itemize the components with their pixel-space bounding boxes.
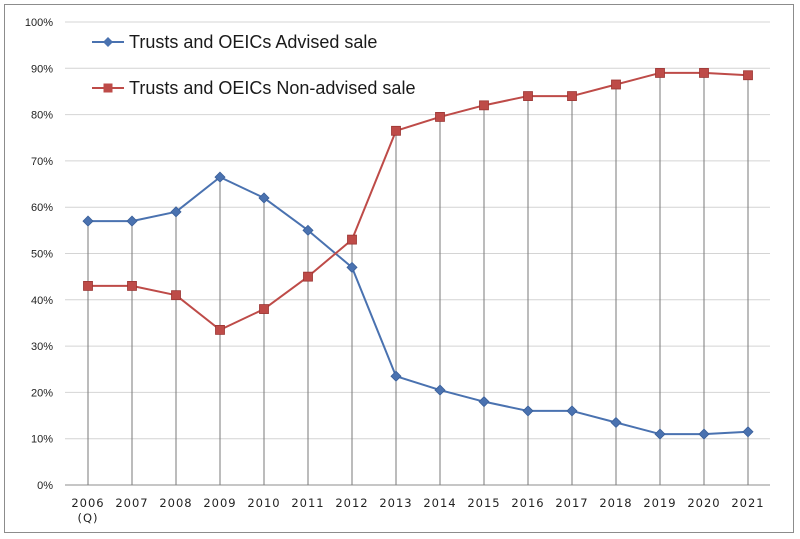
point-non-advised-2013 [391, 125, 401, 136]
x-tick-label: 2011 [291, 496, 324, 510]
point-advised-2009 [214, 171, 226, 183]
chart-frame [4, 4, 794, 533]
x-tick-label: 2016 [511, 496, 544, 510]
legend-advised-marker [103, 37, 113, 47]
series-line-0 [88, 176, 749, 436]
point-non-advised-2017 [567, 91, 577, 101]
point-non-advised-2021 [743, 70, 753, 81]
legend-entry-non-advised: Trusts and OEICs Non-advised sale [92, 78, 415, 98]
y-tick-label: 70% [31, 156, 53, 168]
point-advised-2017 [566, 405, 578, 417]
x-tick-label: 2008 [159, 496, 192, 510]
x-tick-label: 2018 [599, 496, 632, 510]
x-tick-label: 2015 [467, 496, 500, 510]
y-tick-label: 50% [31, 249, 53, 261]
point-advised-2021 [742, 426, 754, 438]
x-tick-label: 2013 [379, 496, 412, 510]
point-non-advised-2009 [215, 324, 225, 335]
point-non-advised-2016 [523, 91, 533, 101]
y-tick-label: 30% [31, 341, 53, 353]
point-non-advised-2006 [83, 281, 93, 291]
x-tick-label: 2019 [643, 496, 676, 510]
point-advised-2019 [654, 428, 666, 440]
vertical-drop-lines [87, 72, 749, 485]
x-tick-label: 2009 [203, 496, 236, 510]
point-advised-2014 [434, 384, 446, 396]
legend-non-advised-label: Trusts and OEICs Non-advised sale [129, 78, 415, 98]
y-tick-label: 40% [31, 295, 53, 307]
y-tick-label: 20% [31, 387, 53, 399]
point-advised-2020 [698, 428, 710, 440]
legend-entry-advised: Trusts and OEICs Advised sale [92, 32, 377, 52]
x-tick-label: 2006 [71, 496, 104, 510]
point-non-advised-2011 [303, 271, 313, 282]
point-advised-2018 [610, 416, 622, 429]
y-tick-label: 60% [31, 202, 53, 214]
point-advised-2015 [478, 396, 490, 408]
point-advised-2013 [390, 370, 402, 382]
gridlines [65, 21, 770, 486]
point-non-advised-2008 [171, 290, 181, 301]
x-tick-sublabel: (Q) [77, 511, 98, 525]
point-advised-2016 [522, 405, 534, 417]
x-tick-label: 2017 [555, 496, 588, 510]
y-axis-tick-labels: 0% 10% 20% 30% 40% 50% 60% 70% 80% 90% 100% [25, 17, 53, 492]
y-tick-label: 10% [31, 434, 53, 446]
point-advised-2010 [258, 192, 270, 204]
x-tick-label: 2020 [687, 496, 720, 510]
point-advised-2007 [126, 215, 138, 227]
legend: Trusts and OEICs Advised sale Trusts and… [92, 32, 415, 98]
point-advised-2008 [170, 206, 182, 218]
y-tick-label: 80% [31, 110, 53, 122]
series-line-1 [88, 71, 749, 331]
point-non-advised-2019 [655, 68, 665, 78]
point-non-advised-2014 [435, 112, 445, 122]
point-non-advised-2018 [611, 79, 621, 90]
point-advised-2006 [82, 215, 94, 227]
x-axis-tick-labels: 2006(Q) 2007 2008 2009 2010 2011 2012 2013 2014 2… [71, 496, 764, 525]
x-tick-label: 2010 [247, 496, 280, 510]
x-tick-label: 2014 [423, 496, 456, 510]
x-tick-label: 2021 [731, 496, 764, 510]
point-non-advised-2010 [259, 304, 269, 314]
point-non-advised-2015 [479, 100, 489, 111]
legend-advised-label: Trusts and OEICs Advised sale [129, 32, 377, 52]
point-non-advised-2007 [127, 281, 137, 291]
series-layer [82, 68, 754, 440]
x-tick-label: 2007 [115, 496, 148, 510]
legend-non-advised-marker [103, 83, 113, 93]
point-advised-2012 [346, 261, 358, 273]
x-tick-label: 2012 [335, 496, 368, 510]
y-tick-label: 0% [37, 480, 53, 492]
point-advised-2011 [302, 224, 314, 236]
y-tick-label: 100% [25, 17, 53, 29]
y-tick-label: 90% [31, 63, 53, 75]
point-non-advised-2012 [347, 234, 357, 245]
point-non-advised-2020 [699, 68, 709, 78]
